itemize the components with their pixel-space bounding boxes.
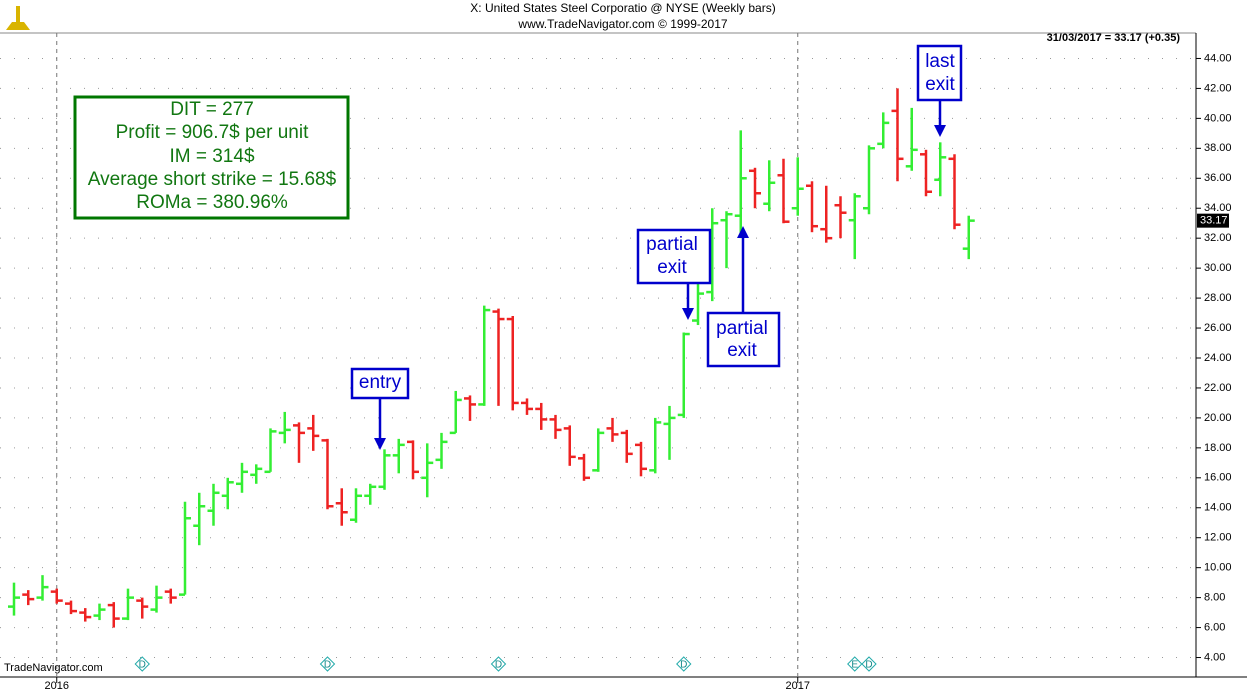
y-tick-label: 34.00 [1204, 202, 1232, 214]
event-label: D [324, 660, 331, 671]
y-tick-label: 6.00 [1204, 621, 1225, 633]
logo [6, 6, 30, 30]
x-tick-label: 2016 [45, 680, 69, 692]
y-tick-label: 24.00 [1204, 352, 1232, 364]
event-label: D [139, 660, 146, 671]
stats-frame [73, 95, 350, 220]
event-marker [861, 656, 877, 672]
y-tick-label: 4.00 [1204, 651, 1225, 663]
x-tick-label: 2017 [786, 680, 810, 692]
y-tick-label: 28.00 [1204, 292, 1232, 304]
stat-line: IM = 314$ [169, 146, 254, 167]
chart-title: X: United States Steel Corporatio @ NYSE… [470, 1, 775, 15]
stat-line: ROMa = 380.96% [136, 192, 288, 213]
arrow-head [737, 226, 749, 238]
event-marker [847, 656, 863, 672]
annotation-box [350, 367, 410, 400]
y-tick-label: 30.00 [1204, 262, 1232, 274]
arrow-head [374, 438, 386, 450]
y-tick-label: 22.00 [1204, 382, 1232, 394]
event-label: D [680, 660, 687, 671]
stats-box: DIT = 277 Profit = 906.7$ per unit IM = … [73, 95, 350, 220]
annotation-text: last [925, 51, 955, 72]
stat-line: Profit = 906.7$ per unit [116, 122, 309, 143]
y-tick-label: 38.00 [1204, 142, 1232, 154]
stat-line: DIT = 277 [170, 99, 254, 120]
y-tick-label: 18.00 [1204, 442, 1232, 454]
annotation-text: exit [925, 74, 955, 95]
annotation-box [916, 44, 963, 102]
y-tick-label: 26.00 [1204, 322, 1232, 334]
event-label: D [495, 660, 502, 671]
y-tick-label: 42.00 [1204, 82, 1232, 94]
annotation-text: exit [657, 257, 687, 278]
footer: TradeNavigator.com [4, 662, 103, 674]
annotation-box [706, 311, 781, 368]
event-marker [134, 656, 150, 672]
annotation-text: partial [716, 318, 768, 339]
y-tick-label: 12.00 [1204, 532, 1232, 544]
y-tick-label: 32.00 [1204, 232, 1232, 244]
chart-subtitle: www.TradeNavigator.com © 1999-2017 [517, 17, 727, 31]
y-tick-label: 10.00 [1204, 562, 1232, 574]
annotation-box [636, 228, 712, 285]
annotation [350, 44, 963, 450]
stat-line: Average short strike = 15.68$ [88, 169, 337, 190]
event-label: D [865, 660, 872, 671]
annotation-text: entry [359, 372, 402, 393]
annotation-text: exit [727, 340, 757, 361]
y-tick-label: 40.00 [1204, 112, 1232, 124]
arrow-head [934, 125, 946, 137]
annotation-text: partial [646, 234, 698, 255]
event-label: E [851, 660, 858, 671]
y-tick-label: 20.00 [1204, 412, 1232, 424]
y-tick-label: 44.00 [1204, 52, 1232, 64]
event-marker [490, 656, 507, 672]
y-tick-label: 8.00 [1204, 592, 1225, 604]
event-marker [319, 656, 336, 672]
event-marker [676, 656, 692, 672]
plot: 4.00 6.00 8.00 10.00 12.00 14.00 16.00 18.00 20.… [0, 33, 1232, 692]
arrow-head [682, 308, 694, 320]
last-price-label: 33.17 [1200, 215, 1228, 227]
y-tick-label: 36.00 [1204, 172, 1232, 184]
last-price-box [1197, 213, 1229, 228]
y-tick-label: 14.00 [1204, 502, 1232, 514]
header-quote: 31/03/2017 = 33.17 (+0.35) [1047, 32, 1181, 44]
y-tick-label: 16.00 [1204, 472, 1232, 484]
